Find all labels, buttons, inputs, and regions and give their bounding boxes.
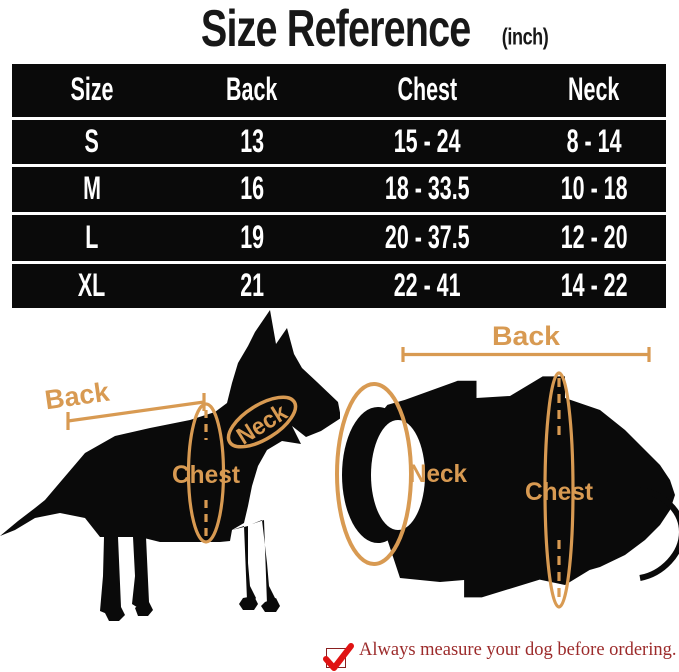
svg-text:Chest: Chest bbox=[525, 478, 594, 506]
svg-text:Neck: Neck bbox=[409, 460, 467, 488]
svg-text:Back: Back bbox=[492, 321, 561, 351]
